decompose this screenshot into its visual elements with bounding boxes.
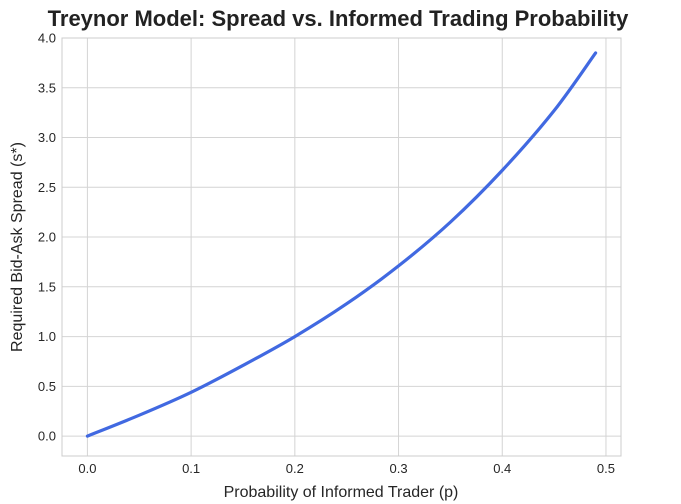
y-tick-label: 3.5 (38, 80, 56, 95)
y-tick-label: 4.0 (38, 31, 56, 46)
y-tick-label: 1.5 (38, 279, 56, 294)
plot-frame (61, 37, 622, 457)
y-tick-label: 2.5 (38, 180, 56, 195)
x-tick-label: 0.1 (182, 461, 200, 476)
y-tick-label: 0.0 (38, 429, 56, 444)
y-tick-label: 1.0 (38, 329, 56, 344)
y-tick-label: 3.0 (38, 130, 56, 145)
y-tick-label: 0.5 (38, 379, 56, 394)
x-tick-label: 0.0 (78, 461, 96, 476)
x-axis-label: Probability of Informed Trader (p) (224, 484, 459, 501)
grid-layer (62, 37, 621, 456)
y-tick-label: 2.0 (38, 230, 56, 245)
x-tick-label: 0.4 (493, 461, 511, 476)
series-layer (85, 51, 598, 438)
series-line (85, 51, 598, 438)
y-axis-label: Required Bid-Ask Spread (s*) (9, 142, 26, 352)
x-tick-label: 0.3 (390, 461, 408, 476)
ticks-layer: 0.0 0.1 0.2 0.3 0.4 0.5 0.0 0.5 1.0 1.5 2.0 2.5 3.0 3… (38, 31, 615, 477)
x-tick-label: 0.2 (286, 461, 304, 476)
chart-title: Treynor Model: Spread vs. Informed Tradi… (48, 6, 629, 31)
x-tick-label: 0.5 (597, 461, 615, 476)
